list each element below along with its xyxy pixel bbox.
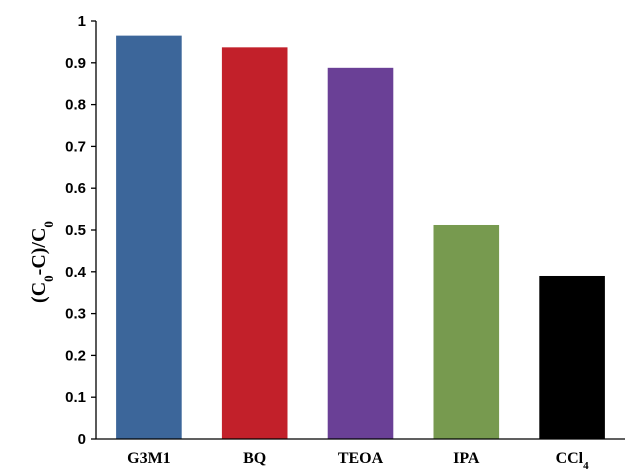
y-tick-label: 0.2	[65, 347, 86, 364]
y-tick-label: 0.4	[65, 264, 87, 281]
bar-ccl4	[539, 275, 605, 439]
bar-teoa	[327, 67, 394, 439]
bar-bq	[221, 47, 288, 440]
y-tick-label: 0.5	[65, 222, 86, 239]
y-axis-title: (C0-C)/C0	[28, 221, 56, 303]
y-axis: 0 0.1 0.2 0.3 0.4 0.5 0.6 0.7 0.8 0.9 1	[65, 13, 96, 448]
x-tick-label: G3M1	[127, 450, 171, 467]
y-tick-label: 0.8	[65, 97, 86, 114]
x-tick-label: BQ	[243, 450, 266, 467]
y-tick-label: 0.1	[65, 389, 86, 406]
bars	[116, 35, 605, 440]
x-tick-label: TEOA	[338, 450, 384, 467]
y-tick-label: 0.6	[65, 180, 86, 197]
bar-ipa	[433, 224, 500, 439]
y-tick-label: 0.7	[65, 138, 86, 155]
y-tick-label: 0.3	[65, 306, 86, 323]
x-tick-label: CCl4	[556, 450, 590, 471]
bar-g3m1	[116, 35, 182, 439]
y-tick-label: 0.9	[65, 55, 86, 72]
x-axis-labels: G3M1 BQ TEOA IPA CCl4	[127, 450, 589, 471]
x-tick-label: IPA	[453, 450, 480, 467]
y-tick-label: 1	[78, 13, 86, 30]
y-tick-label: 0	[78, 431, 86, 448]
